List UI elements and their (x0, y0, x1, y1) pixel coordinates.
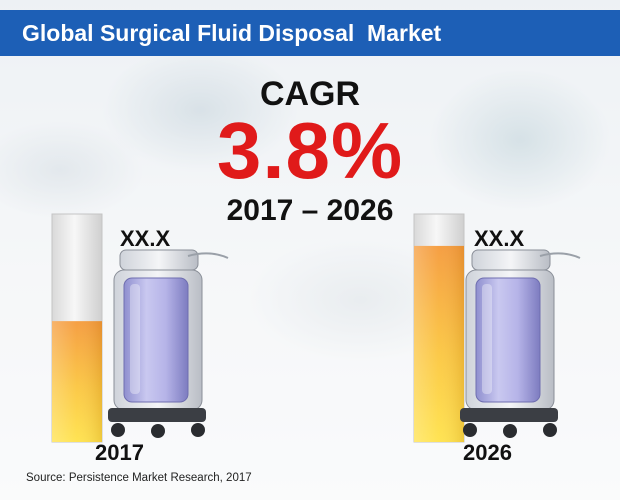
bar-shade-2017 (52, 321, 102, 442)
source-note: Source: Persistence Market Research, 201… (26, 472, 252, 484)
cagr-label: CAGR (259, 75, 361, 113)
title-band (0, 10, 620, 56)
category-label-2017: 2017 (95, 440, 144, 465)
bar-value-label-2026: XX.X (474, 226, 525, 251)
bar-shade-2026 (414, 245, 464, 442)
chart-title: Global Surgical Fluid Disposal Market (22, 20, 442, 46)
forecast-period: 2017 – 2026 (226, 194, 394, 227)
fluid-disposal-cart-icon (460, 249, 581, 438)
bar-value-label-2017: XX.X (120, 226, 171, 251)
fluid-disposal-cart-icon (108, 249, 229, 438)
cagr-value: 3.8% (216, 106, 404, 195)
category-label-2026: 2026 (463, 440, 512, 465)
